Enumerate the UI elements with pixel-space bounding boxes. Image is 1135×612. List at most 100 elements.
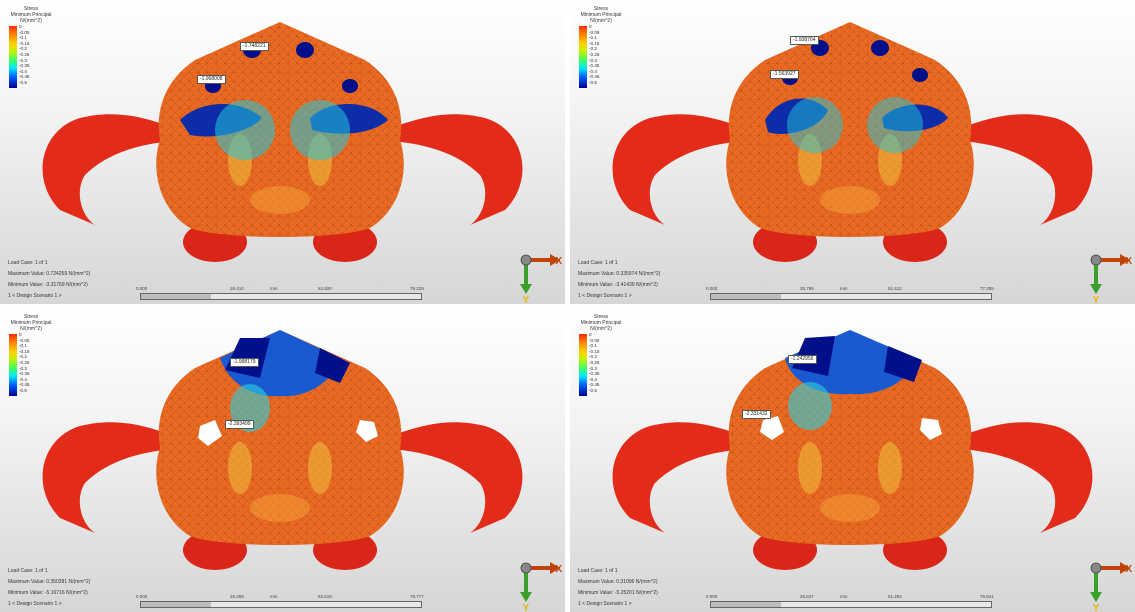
legend-tick: -0.05 (589, 29, 600, 35)
axis-triad-icon[interactable]: X Y (1086, 246, 1134, 304)
scale-label: 52.820 (318, 286, 332, 291)
legend-tick: -0.5 (589, 79, 597, 85)
scale-label: 0.000 (706, 286, 718, 291)
scale-label: 79.229 (410, 286, 424, 291)
fea-panel-3: Stress Minimum Principal N/(mm^2) 0 -0.05… (0, 308, 565, 612)
legend-title-line: Minimum Principal (10, 320, 52, 326)
legend-title-line: Stress (593, 314, 609, 320)
legend-tick: -0.2 (19, 46, 27, 52)
scale-unit: mm (270, 286, 278, 291)
scale-label: 25.795 (800, 286, 814, 291)
legend-title-line: Stress (593, 6, 609, 12)
legend-tick: -0.35 (19, 63, 30, 69)
scale-label: 26.410 (230, 286, 244, 291)
load-case-text: Load Case: 1 of 1 (578, 260, 618, 266)
axis-triad-icon[interactable]: X Y (516, 554, 564, 612)
axis-triad-icon[interactable]: X Y (516, 246, 564, 304)
x-axis-label: X (1125, 256, 1132, 267)
stress-model-render (612, 22, 1093, 262)
legend-tick: -0.1 (19, 35, 27, 41)
legend-tick: -0.5 (589, 387, 597, 393)
load-case-text: Load Case: 1 of 1 (8, 260, 48, 266)
max-value-text: Maximum Value: 0.350281 N/(mm^2) (8, 579, 91, 585)
scale-label: 0.000 (706, 594, 718, 599)
scale-label: 78.777 (410, 594, 424, 599)
stress-model-render (612, 330, 1093, 570)
y-axis-label: Y (1093, 295, 1100, 304)
legend-tick: -0.05 (589, 337, 600, 343)
legend-tick: -0.4 (19, 376, 27, 382)
legend-tick: -0.25 (19, 51, 30, 57)
legend-tick: -0.15 (589, 40, 600, 46)
scale-label: 77.285 (980, 286, 994, 291)
load-case-text: Load Case: 1 of 1 (578, 568, 618, 574)
legend-title-line: Minimum Principal (580, 12, 622, 18)
legend-tick: -0.1 (19, 343, 27, 349)
scale-bar: 0.000 26.410 mm 52.820 79.229 (136, 286, 424, 302)
scale-unit: mm (840, 594, 848, 599)
legend-tick: -0.2 (589, 354, 597, 360)
min-value-text: Minimum Value: -5.16716 N/(mm^2) (8, 590, 88, 596)
legend-tick: -0.2 (19, 354, 27, 360)
scale-unit: mm (840, 286, 848, 291)
legend-title-line: N/(mm^2) (590, 18, 612, 24)
legend-tick: -0.1 (589, 343, 597, 349)
legend-color-bar (579, 334, 587, 396)
x-axis-label: X (1125, 564, 1132, 575)
y-axis-label: Y (1093, 603, 1100, 612)
min-value-text: Minimum Value: -3.41439 N/(mm^2) (578, 282, 658, 288)
legend-color-bar (9, 334, 17, 396)
legend-tick: -0.45 (589, 74, 600, 80)
scale-label: 76.841 (980, 594, 994, 599)
stress-legend: Stress Minimum Principal N/(mm^2) 0 -0.05… (575, 6, 627, 90)
legend-color-bar (579, 26, 587, 88)
legend-tick: -0.1 (589, 35, 597, 41)
legend-tick: 0 (19, 24, 22, 29)
legend-tick: -0.3 (19, 365, 27, 371)
stress-model-render (42, 22, 523, 262)
legend-tick: -0.5 (19, 79, 27, 85)
fea-panel-1: Stress Minimum Principal N/(mm^2) 0 -0.05… (0, 0, 565, 304)
probe-tag: -1.938764 (790, 36, 819, 45)
probe-tag: -2.331432 (742, 410, 771, 419)
legend-tick: -0.3 (589, 365, 597, 371)
min-value-text: Minimum Value: -5.25201 N/(mm^2) (578, 590, 658, 596)
design-scenario-nav[interactable]: 1 < Design Scenario 1 > (8, 601, 62, 607)
legend-color-bar (9, 26, 17, 88)
scale-label: 0.000 (136, 286, 148, 291)
stress-model-render (42, 330, 523, 570)
legend-tick: -0.35 (589, 63, 600, 69)
legend-tick: -0.35 (19, 371, 30, 377)
legend-title-line: N/(mm^2) (20, 326, 42, 332)
probe-tag: -1.563927 (770, 70, 799, 79)
legend-tick: -0.35 (589, 371, 600, 377)
scale-bar: 0.000 25.795 mm 51.512 77.285 (706, 286, 994, 302)
design-scenario-nav[interactable]: 1 < Design Scenario 1 > (578, 601, 632, 607)
legend-tick: 0 (589, 332, 592, 337)
legend-tick: -0.5 (19, 387, 27, 393)
max-value-text: Maximum Value: 0.335974 N/(mm^2) (578, 271, 661, 277)
legend-tick: -0.3 (589, 57, 597, 63)
legend-tick: -0.05 (19, 29, 30, 35)
max-value-text: Maximum Value: 0.724259 N/(mm^2) (8, 271, 91, 277)
scale-label: 52.518 (318, 594, 332, 599)
legend-tick: -0.25 (19, 359, 30, 365)
design-scenario-nav[interactable]: 1 < Design Scenario 1 > (578, 293, 632, 299)
probe-tag: -1.242956 (788, 355, 817, 364)
legend-tick: -0.3 (19, 57, 27, 63)
legend-title-line: Stress (23, 6, 39, 12)
y-axis-label: Y (523, 295, 530, 304)
legend-tick: -0.45 (589, 382, 600, 388)
legend-tick: -0.45 (19, 382, 30, 388)
scale-bar: 0.000 26.259 mm 52.518 78.777 (136, 594, 424, 610)
axis-triad-icon[interactable]: X Y (1086, 554, 1134, 612)
legend-tick: -0.15 (19, 40, 30, 46)
max-value-text: Maximum Value: 0.31006 N/(mm^2) (578, 579, 658, 585)
design-scenario-nav[interactable]: 1 < Design Scenario 1 > (8, 293, 62, 299)
probe-tag: -1.748221 (240, 42, 269, 51)
y-axis-label: Y (523, 603, 530, 612)
legend-tick: 0 (19, 332, 22, 337)
legend-title-line: N/(mm^2) (590, 326, 612, 332)
probe-tag: -1.998179 (230, 358, 259, 367)
scale-bar: 0.000 25.847 mm 51.294 76.841 (706, 594, 994, 610)
